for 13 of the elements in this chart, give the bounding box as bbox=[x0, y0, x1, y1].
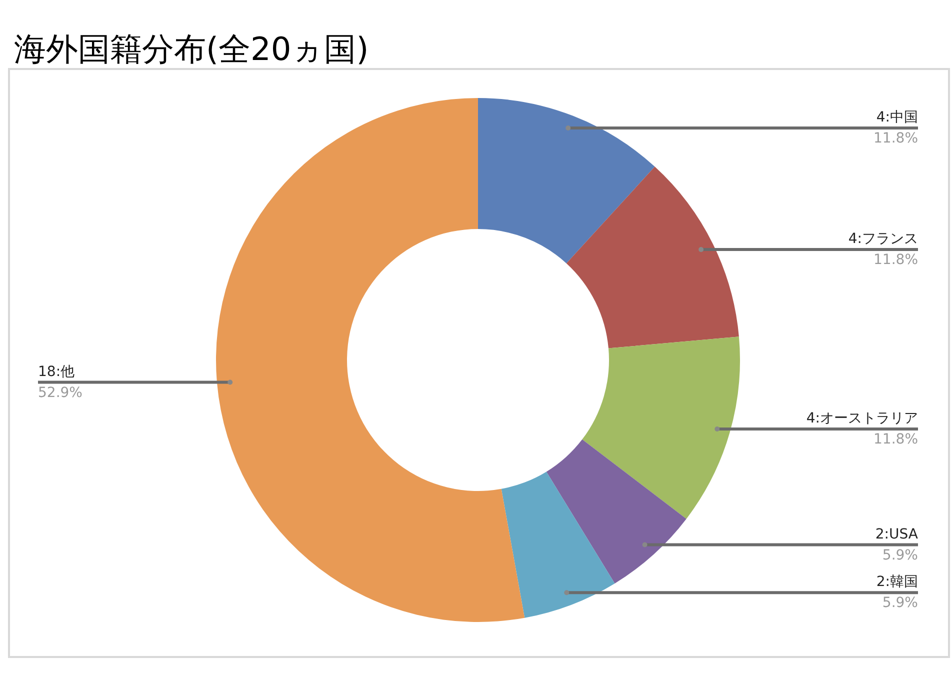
slice-label: 2:USA bbox=[875, 526, 918, 542]
data-label: 5.9% bbox=[882, 595, 918, 612]
slice-label: 4:オーストラリア bbox=[806, 410, 918, 427]
slice-label: 2:韓国 bbox=[876, 574, 918, 590]
data-label: 11.8% bbox=[874, 432, 918, 448]
data-label: 52.9% bbox=[38, 384, 82, 401]
data-label: 11.8% bbox=[874, 130, 918, 147]
chart-title: 海外国籍分布(全20ヵ国) bbox=[14, 30, 369, 68]
slice-label: 18:他 bbox=[38, 364, 75, 380]
slice-label: 4:フランス bbox=[848, 231, 918, 248]
data-label: 5.9% bbox=[882, 547, 918, 564]
data-label: 11.8% bbox=[874, 252, 918, 268]
slice-label: 4:中国 bbox=[876, 110, 918, 126]
